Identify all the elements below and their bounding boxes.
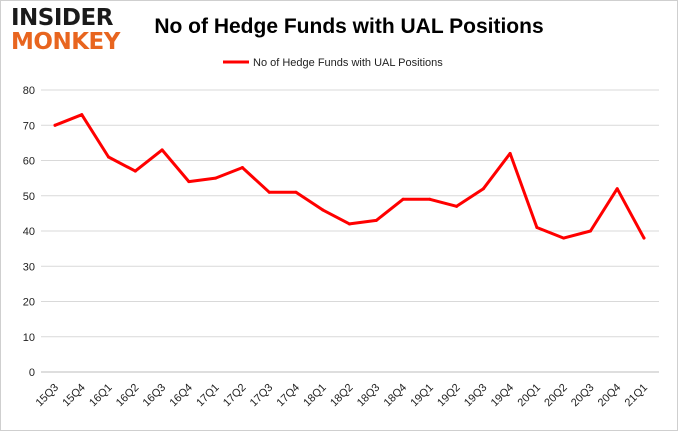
data-point-17Q1 — [214, 176, 218, 180]
x-tick-label-19Q4: 19Q4 — [489, 382, 517, 410]
x-tick-label-17Q3: 17Q3 — [248, 382, 276, 410]
x-tick-label-16Q3: 16Q3 — [141, 382, 169, 410]
x-tick-label-18Q4: 18Q4 — [382, 382, 410, 410]
x-tick-label-16Q4: 16Q4 — [167, 382, 195, 410]
x-tick-label-18Q2: 18Q2 — [328, 382, 356, 410]
data-point-17Q4 — [294, 190, 298, 194]
y-tick-label-50: 50 — [23, 191, 35, 203]
chart-title: No of Hedge Funds with UAL Positions — [154, 15, 544, 38]
y-tick-label-10: 10 — [23, 332, 35, 344]
data-point-16Q1 — [107, 155, 111, 159]
x-tick-label-18Q1: 18Q1 — [301, 382, 329, 410]
data-point-21Q1 — [642, 236, 646, 240]
data-point-20Q3 — [588, 229, 592, 233]
data-point-19Q3 — [481, 187, 485, 191]
insider-monkey-logo: INSIDER MONKEY — [9, 7, 127, 57]
x-tick-label-16Q1: 16Q1 — [87, 382, 115, 410]
data-point-16Q3 — [160, 148, 164, 152]
x-tick-label-17Q2: 17Q2 — [221, 382, 249, 410]
x-tick-label-19Q2: 19Q2 — [435, 382, 463, 410]
x-tick-label-20Q3: 20Q3 — [569, 382, 597, 410]
logo-line-2: MONKEY — [11, 29, 120, 55]
x-tick-label-16Q2: 16Q2 — [114, 382, 142, 410]
y-tick-label-60: 60 — [23, 156, 35, 168]
data-point-19Q2 — [455, 204, 459, 208]
data-point-20Q4 — [615, 187, 619, 191]
x-tick-label-21Q1: 21Q1 — [623, 382, 651, 410]
y-tick-label-0: 0 — [29, 367, 35, 379]
data-point-18Q2 — [348, 222, 351, 226]
data-point-20Q1 — [535, 225, 539, 229]
x-tick-label-17Q1: 17Q1 — [194, 382, 222, 410]
series-line — [53, 113, 646, 240]
x-tick-label-20Q1: 20Q1 — [516, 382, 544, 410]
data-point-17Q2 — [240, 166, 244, 170]
data-point-18Q1 — [321, 208, 325, 212]
data-point-19Q4 — [508, 151, 512, 155]
y-tick-label-80: 80 — [23, 85, 35, 97]
data-point-16Q4 — [187, 180, 191, 184]
data-point-18Q4 — [401, 197, 405, 201]
data-point-20Q2 — [562, 236, 566, 240]
data-point-17Q3 — [267, 190, 271, 194]
data-point-19Q1 — [428, 197, 432, 201]
data-point-18Q3 — [374, 218, 378, 222]
data-point-15Q3 — [53, 123, 57, 127]
data-point-15Q4 — [80, 113, 84, 117]
x-tick-label-18Q3: 18Q3 — [355, 382, 383, 410]
y-tick-label-70: 70 — [23, 120, 35, 132]
y-tick-label-30: 30 — [23, 261, 35, 273]
x-tick-label-19Q3: 19Q3 — [462, 382, 490, 410]
legend-label: No of Hedge Funds with UAL Positions — [253, 57, 443, 69]
x-tick-label-17Q4: 17Q4 — [275, 382, 303, 410]
x-tick-label-20Q4: 20Q4 — [596, 382, 624, 410]
x-tick-label-15Q3: 15Q3 — [34, 382, 62, 410]
logo-line-1: INSIDER — [11, 5, 113, 31]
x-tick-label-19Q1: 19Q1 — [408, 382, 436, 410]
x-tick-label-15Q4: 15Q4 — [60, 382, 88, 410]
x-tick-label-20Q2: 20Q2 — [542, 382, 570, 410]
y-tick-label-40: 40 — [23, 226, 35, 238]
y-tick-label-20: 20 — [23, 297, 35, 309]
data-point-16Q2 — [133, 169, 137, 173]
